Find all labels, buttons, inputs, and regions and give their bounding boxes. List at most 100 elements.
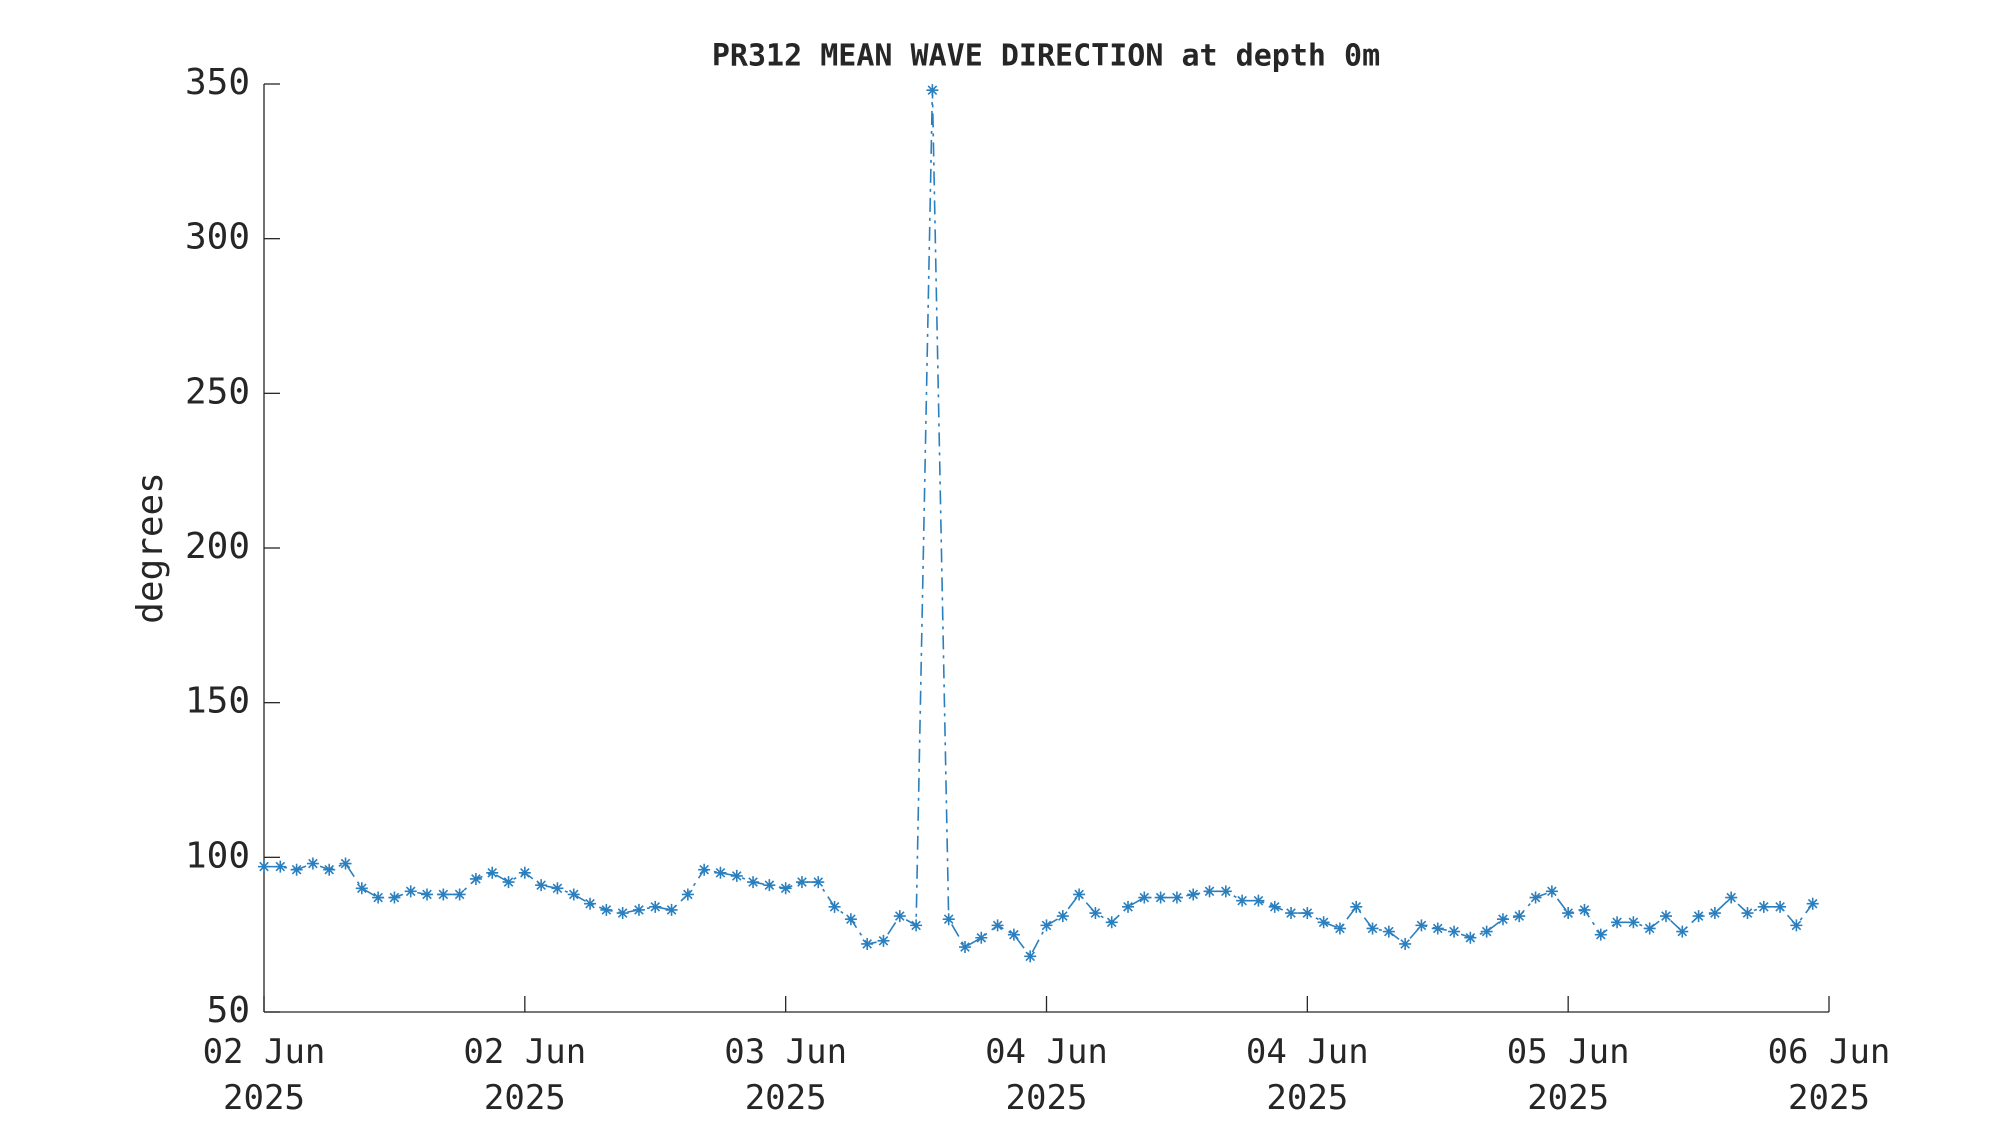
marker — [942, 913, 955, 926]
marker — [1774, 900, 1787, 913]
marker — [681, 888, 694, 901]
marker — [1219, 885, 1232, 898]
marker — [1480, 925, 1493, 938]
marker — [1545, 885, 1558, 898]
marker — [1252, 894, 1265, 907]
marker — [1496, 913, 1509, 926]
marker — [1529, 891, 1542, 904]
marker — [714, 866, 727, 879]
marker — [567, 888, 580, 901]
y-tick-label: 250 — [185, 371, 250, 412]
marker — [1627, 916, 1640, 929]
marker — [1659, 910, 1672, 923]
marker — [404, 885, 417, 898]
marker — [1317, 916, 1330, 929]
marker — [1676, 925, 1689, 938]
marker — [1757, 900, 1770, 913]
marker — [763, 879, 776, 892]
marker — [1578, 903, 1591, 916]
marker — [698, 863, 711, 876]
marker — [1350, 900, 1363, 913]
marker — [355, 882, 368, 895]
marker — [1399, 937, 1412, 950]
marker — [421, 888, 434, 901]
x-tick-label: 04 Jun 2025 — [985, 1032, 1108, 1118]
marker — [1007, 928, 1020, 941]
marker — [1431, 922, 1444, 935]
marker — [1073, 888, 1086, 901]
marker — [730, 869, 743, 882]
marker — [551, 882, 564, 895]
marker — [1154, 891, 1167, 904]
marker — [1415, 919, 1428, 932]
marker — [1790, 919, 1803, 932]
marker — [632, 903, 645, 916]
marker — [1513, 910, 1526, 923]
marker — [795, 876, 808, 889]
marker — [893, 910, 906, 923]
marker — [877, 934, 890, 947]
y-tick-label: 150 — [185, 681, 250, 722]
x-tick-label: 02 Jun 2025 — [463, 1032, 587, 1118]
marker — [616, 907, 629, 920]
marker — [1285, 907, 1298, 920]
marker — [1741, 907, 1754, 920]
marker — [535, 879, 548, 892]
marker — [1138, 891, 1151, 904]
marker — [975, 931, 988, 944]
marker — [1708, 907, 1721, 920]
marker — [861, 937, 874, 950]
marker — [453, 888, 466, 901]
marker — [486, 866, 499, 879]
marker — [1464, 931, 1477, 944]
marker — [1692, 910, 1705, 923]
marker — [372, 891, 385, 904]
y-tick-label: 200 — [185, 526, 250, 567]
x-tick-label: 03 Jun 2025 — [724, 1032, 848, 1118]
marker — [1170, 891, 1183, 904]
x-tick-label: 02 Jun 2025 — [202, 1032, 326, 1118]
marker — [910, 919, 923, 932]
data-line — [264, 90, 1814, 958]
marker — [1333, 922, 1346, 935]
marker — [812, 876, 825, 889]
marker — [1594, 928, 1607, 941]
marker — [1056, 910, 1069, 923]
marker — [665, 903, 678, 916]
marker — [958, 941, 971, 954]
marker — [469, 872, 482, 885]
marker — [1122, 900, 1135, 913]
marker — [502, 876, 515, 889]
marker — [258, 860, 270, 873]
marker — [274, 860, 287, 873]
marker — [584, 897, 597, 910]
marker — [1301, 907, 1314, 920]
marker — [437, 888, 450, 901]
marker — [1203, 885, 1216, 898]
marker — [1562, 907, 1575, 920]
x-tick-label: 04 Jun 2025 — [1245, 1032, 1369, 1118]
marker — [828, 900, 841, 913]
marker — [339, 857, 352, 870]
x-tick-label: 05 Jun 2025 — [1506, 1032, 1630, 1118]
marker — [1643, 922, 1656, 935]
marker — [779, 882, 792, 895]
y-tick-label: 350 — [185, 62, 250, 103]
marker — [323, 863, 336, 876]
x-tick-label: 06 Jun 2025 — [1767, 1032, 1891, 1118]
marker — [1366, 922, 1379, 935]
marker — [649, 900, 662, 913]
marker — [1236, 894, 1249, 907]
marker — [926, 84, 939, 97]
marker — [1382, 925, 1395, 938]
marker — [290, 863, 303, 876]
marker — [1448, 925, 1461, 938]
marker — [388, 891, 401, 904]
marker — [518, 866, 531, 879]
marker — [844, 913, 857, 926]
y-tick-label: 300 — [185, 217, 250, 258]
marker — [1089, 907, 1102, 920]
marker — [1105, 916, 1118, 929]
